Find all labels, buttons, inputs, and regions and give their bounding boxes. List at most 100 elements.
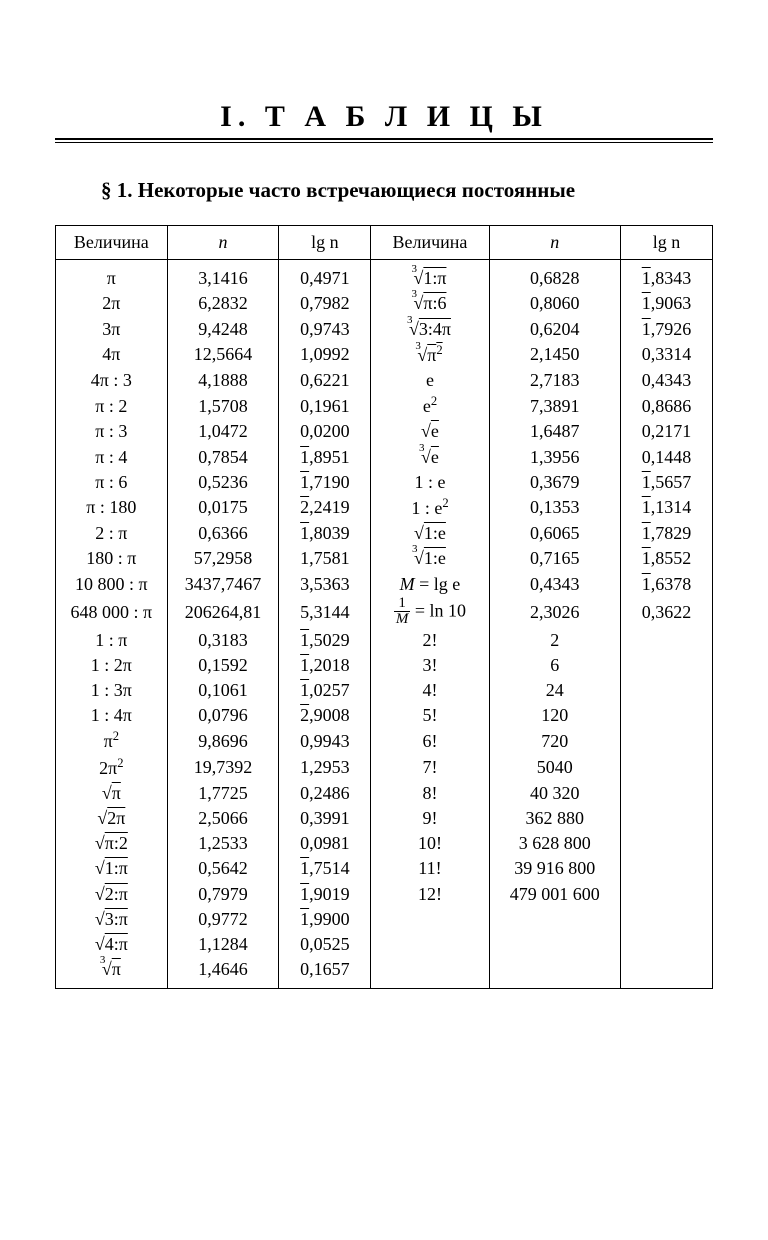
cell-n: 1,7725 — [167, 781, 279, 806]
table-row: 1 : π0,31831,50292!2 — [56, 628, 713, 653]
cell-lg: 0,3991 — [279, 806, 371, 831]
cell-quantity: π : 2 — [56, 393, 168, 419]
cell-n: 1,3956 — [489, 445, 620, 470]
rule-top-thick — [55, 138, 713, 140]
cell-n: 19,7392 — [167, 755, 279, 781]
col-header-quantity-right: Величина — [371, 226, 489, 260]
cell-n: 40 320 — [489, 781, 620, 806]
table-row: 3π9,42480,97433√3:4π0,62041,7926 — [56, 317, 713, 342]
page: I. Т А Б Л И Ц Ы § 1. Некоторые часто вс… — [0, 0, 768, 1240]
cell-quantity: 3√π2 — [371, 342, 489, 368]
cell-n: 12,5664 — [167, 342, 279, 368]
cell-lg: 1,0257 — [279, 678, 371, 703]
cell-n — [489, 957, 620, 982]
cell-quantity — [371, 907, 489, 932]
cell-quantity: √π — [56, 781, 168, 806]
table-row: 180 : π57,29581,75813√1:e0,71651,8552 — [56, 546, 713, 571]
cell-n: 479 001 600 — [489, 882, 620, 907]
cell-quantity: M = lg e — [371, 572, 489, 597]
cell-n: 206264,81 — [167, 597, 279, 628]
cell-lg: 0,3622 — [620, 597, 712, 628]
cell-lg: 1,7190 — [279, 470, 371, 495]
cell-quantity: π : 180 — [56, 495, 168, 521]
cell-quantity: 2π — [56, 291, 168, 316]
cell-quantity: 2 : π — [56, 521, 168, 546]
cell-quantity: 1 : π — [56, 628, 168, 653]
table-row: 1 : 3π0,10611,02574!24 — [56, 678, 713, 703]
cell-n: 0,0175 — [167, 495, 279, 521]
cell-quantity: 3π — [56, 317, 168, 342]
cell-quantity — [371, 957, 489, 982]
cell-n: 0,5642 — [167, 856, 279, 881]
cell-n: 0,4343 — [489, 572, 620, 597]
cell-lg — [620, 628, 712, 653]
cell-lg — [620, 728, 712, 754]
cell-n: 0,1353 — [489, 495, 620, 521]
cell-quantity: 1 : 2π — [56, 653, 168, 678]
cell-lg — [620, 957, 712, 982]
cell-n: 9,4248 — [167, 317, 279, 342]
cell-n: 1,6487 — [489, 419, 620, 444]
cell-n: 6 — [489, 653, 620, 678]
cell-quantity: 4π : 3 — [56, 368, 168, 393]
table-row: √π:21,25330,098110!3 628 800 — [56, 831, 713, 856]
cell-lg: 2,9008 — [279, 703, 371, 728]
col-header-lg-right: lg n — [620, 226, 712, 260]
cell-n: 0,6065 — [489, 521, 620, 546]
cell-n: 0,7979 — [167, 882, 279, 907]
cell-quantity: π : 4 — [56, 445, 168, 470]
cell-quantity — [371, 932, 489, 957]
cell-lg: 0,6221 — [279, 368, 371, 393]
table-row: 1 : 4π0,07962,90085!120 — [56, 703, 713, 728]
cell-lg: 0,0200 — [279, 419, 371, 444]
cell-lg — [620, 653, 712, 678]
cell-n: 362 880 — [489, 806, 620, 831]
cell-quantity: √3:π — [56, 907, 168, 932]
cell-quantity: 7! — [371, 755, 489, 781]
table-row: 2 : π0,63661,8039√1:e0,60651,7829 — [56, 521, 713, 546]
table-row: π : 60,52361,71901 : e0,36791,5657 — [56, 470, 713, 495]
cell-lg — [620, 856, 712, 881]
cell-lg: 1,7829 — [620, 521, 712, 546]
table-row: 4π12,56641,09923√π22,14500,3314 — [56, 342, 713, 368]
cell-lg: 1,7514 — [279, 856, 371, 881]
cell-n: 57,2958 — [167, 546, 279, 571]
cell-n: 9,8696 — [167, 728, 279, 754]
cell-quantity: 3√3:4π — [371, 317, 489, 342]
cell-quantity: 4! — [371, 678, 489, 703]
cell-n — [489, 907, 620, 932]
cell-lg: 0,3314 — [620, 342, 712, 368]
cell-quantity: √1:e — [371, 521, 489, 546]
table-row: √2:π0,79791,901912!479 001 600 — [56, 882, 713, 907]
table-row: π : 40,78541,89513√e1,39560,1448 — [56, 445, 713, 470]
cell-n: 0,5236 — [167, 470, 279, 495]
cell-lg: 1,8951 — [279, 445, 371, 470]
cell-lg: 0,9743 — [279, 317, 371, 342]
cell-quantity: √4:π — [56, 932, 168, 957]
cell-lg: 1,2018 — [279, 653, 371, 678]
table-row: π3,14160,49713√1:π0,68281,8343 — [56, 266, 713, 291]
cell-lg: 0,4971 — [279, 266, 371, 291]
table-row: √3:π0,97721,9900 — [56, 907, 713, 932]
cell-quantity: e — [371, 368, 489, 393]
cell-quantity: 1 : e2 — [371, 495, 489, 521]
cell-n: 0,3183 — [167, 628, 279, 653]
table-row: √4:π1,12840,0525 — [56, 932, 713, 957]
cell-lg: 5,3144 — [279, 597, 371, 628]
cell-quantity: 2π2 — [56, 755, 168, 781]
cell-n: 0,6366 — [167, 521, 279, 546]
cell-lg — [620, 781, 712, 806]
table-row: 4π : 34,18880,6221e2,71830,4343 — [56, 368, 713, 393]
chapter-title: I. Т А Б Л И Ц Ы — [55, 100, 713, 134]
table-row: √1:π0,56421,751411!39 916 800 — [56, 856, 713, 881]
cell-n: 39 916 800 — [489, 856, 620, 881]
col-header-n-left: n — [167, 226, 279, 260]
cell-n: 1,5708 — [167, 393, 279, 419]
table-body: π3,14160,49713√1:π0,68281,83432π6,28320,… — [56, 260, 713, 989]
cell-quantity: 4π — [56, 342, 168, 368]
section-title: § 1. Некоторые часто встречающиеся посто… — [101, 177, 641, 203]
table-row: 2π6,28320,79823√π:60,80601,9063 — [56, 291, 713, 316]
cell-n: 0,8060 — [489, 291, 620, 316]
cell-lg: 1,8039 — [279, 521, 371, 546]
cell-n: 3,1416 — [167, 266, 279, 291]
